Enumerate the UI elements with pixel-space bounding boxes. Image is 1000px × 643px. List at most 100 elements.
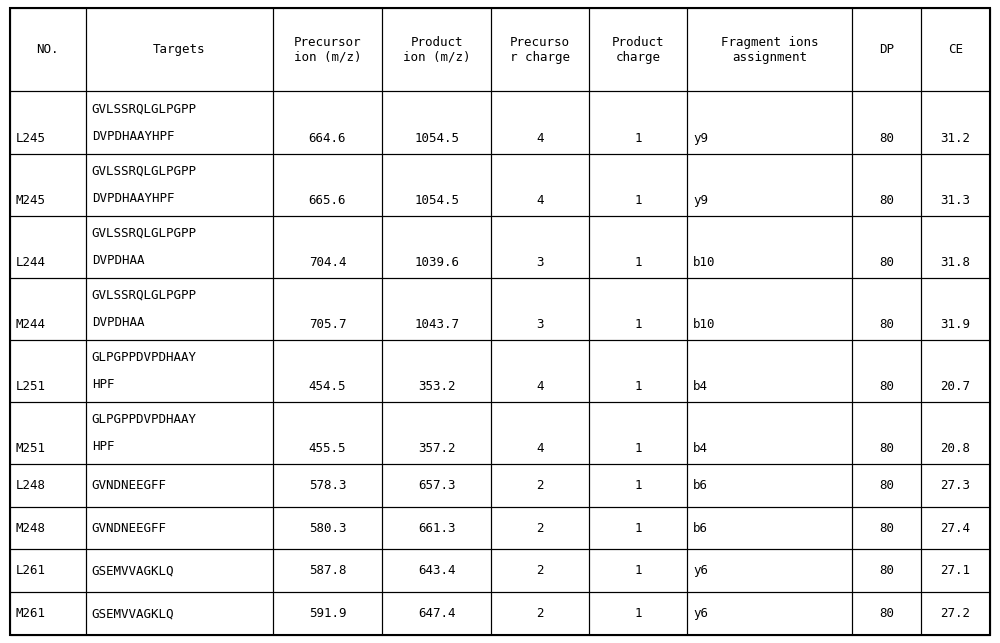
Bar [86,340,273,402]
Text: 353.2: 353.2 [418,380,455,393]
Bar [687,549,852,592]
Text: 1: 1 [634,478,642,492]
Text: b4: b4 [693,380,708,393]
Text: L245: L245 [16,132,46,145]
Text: GVLSSRQLGLPGPP: GVLSSRQLGLPGPP [92,165,197,177]
Bar [86,549,273,592]
Text: b10: b10 [693,256,716,269]
Bar [687,464,852,507]
Text: M251: M251 [16,442,46,455]
Bar [491,464,589,507]
Text: GVLSSRQLGLPGPP: GVLSSRQLGLPGPP [92,289,197,302]
Text: 1: 1 [634,565,642,577]
Bar [86,507,273,549]
Text: 80: 80 [879,132,894,145]
Text: Precursor
ion (m/z): Precursor ion (m/z) [294,36,361,64]
Bar [273,507,382,549]
Bar [589,402,687,464]
Text: GSEMVVAGKLQ: GSEMVVAGKLQ [92,565,174,577]
Text: Fragment ions
assignment: Fragment ions assignment [721,36,818,64]
Text: 664.6: 664.6 [309,132,346,145]
Bar [86,154,273,215]
Text: HPF: HPF [92,378,114,391]
Text: GSEMVVAGKLQ: GSEMVVAGKLQ [92,607,174,620]
Text: 705.7: 705.7 [309,318,346,331]
Text: 580.3: 580.3 [309,521,346,534]
Text: 3: 3 [536,256,544,269]
Bar [589,154,687,215]
Bar [687,340,852,402]
Bar [589,464,687,507]
Text: 80: 80 [879,442,894,455]
Bar [491,507,589,549]
Bar [491,592,589,635]
Bar [921,154,990,215]
Text: 80: 80 [879,194,894,206]
Bar [589,592,687,635]
Text: 1: 1 [634,194,642,206]
Text: M244: M244 [16,318,46,331]
Text: 31.2: 31.2 [940,132,970,145]
Bar [273,91,382,154]
Text: 27.1: 27.1 [940,565,970,577]
Bar [852,549,921,592]
Text: 31.9: 31.9 [940,318,970,331]
Bar [921,91,990,154]
Bar [273,549,382,592]
Text: M261: M261 [16,607,46,620]
Bar [86,278,273,340]
Text: b4: b4 [693,442,708,455]
Text: 1: 1 [634,521,642,534]
Text: 665.6: 665.6 [309,194,346,206]
Bar [382,592,491,635]
Text: 1: 1 [634,380,642,393]
Text: b6: b6 [693,521,708,534]
Bar [10,91,86,154]
Text: 4: 4 [536,442,544,455]
Text: 2: 2 [536,607,544,620]
Text: CE: CE [948,43,963,56]
Bar [491,549,589,592]
Bar [491,278,589,340]
Text: 80: 80 [879,478,894,492]
Bar [589,278,687,340]
Bar [852,278,921,340]
Text: 20.7: 20.7 [940,380,970,393]
Text: 661.3: 661.3 [418,521,455,534]
Bar [687,154,852,215]
Bar [491,340,589,402]
Text: y9: y9 [693,194,708,206]
Bar [10,8,86,91]
Text: 2: 2 [536,565,544,577]
Bar [273,215,382,278]
Text: 27.3: 27.3 [940,478,970,492]
Text: Product
charge: Product charge [612,36,664,64]
Bar [491,154,589,215]
Text: DVPDHAA: DVPDHAA [92,254,144,267]
Bar [921,340,990,402]
Text: 1054.5: 1054.5 [414,132,459,145]
Bar [921,278,990,340]
Bar [382,402,491,464]
Bar [491,402,589,464]
Bar [589,549,687,592]
Bar [10,592,86,635]
Text: NO.: NO. [37,43,59,56]
Bar [852,91,921,154]
Bar [86,464,273,507]
Text: 1: 1 [634,607,642,620]
Text: 578.3: 578.3 [309,478,346,492]
Bar [687,592,852,635]
Text: Product
ion (m/z): Product ion (m/z) [403,36,470,64]
Bar [273,8,382,91]
Bar [10,215,86,278]
Bar [852,402,921,464]
Bar [86,215,273,278]
Bar [273,464,382,507]
Text: 2: 2 [536,521,544,534]
Bar [852,340,921,402]
Text: 27.2: 27.2 [940,607,970,620]
Text: HPF: HPF [92,440,114,453]
Bar [589,507,687,549]
Bar [589,91,687,154]
